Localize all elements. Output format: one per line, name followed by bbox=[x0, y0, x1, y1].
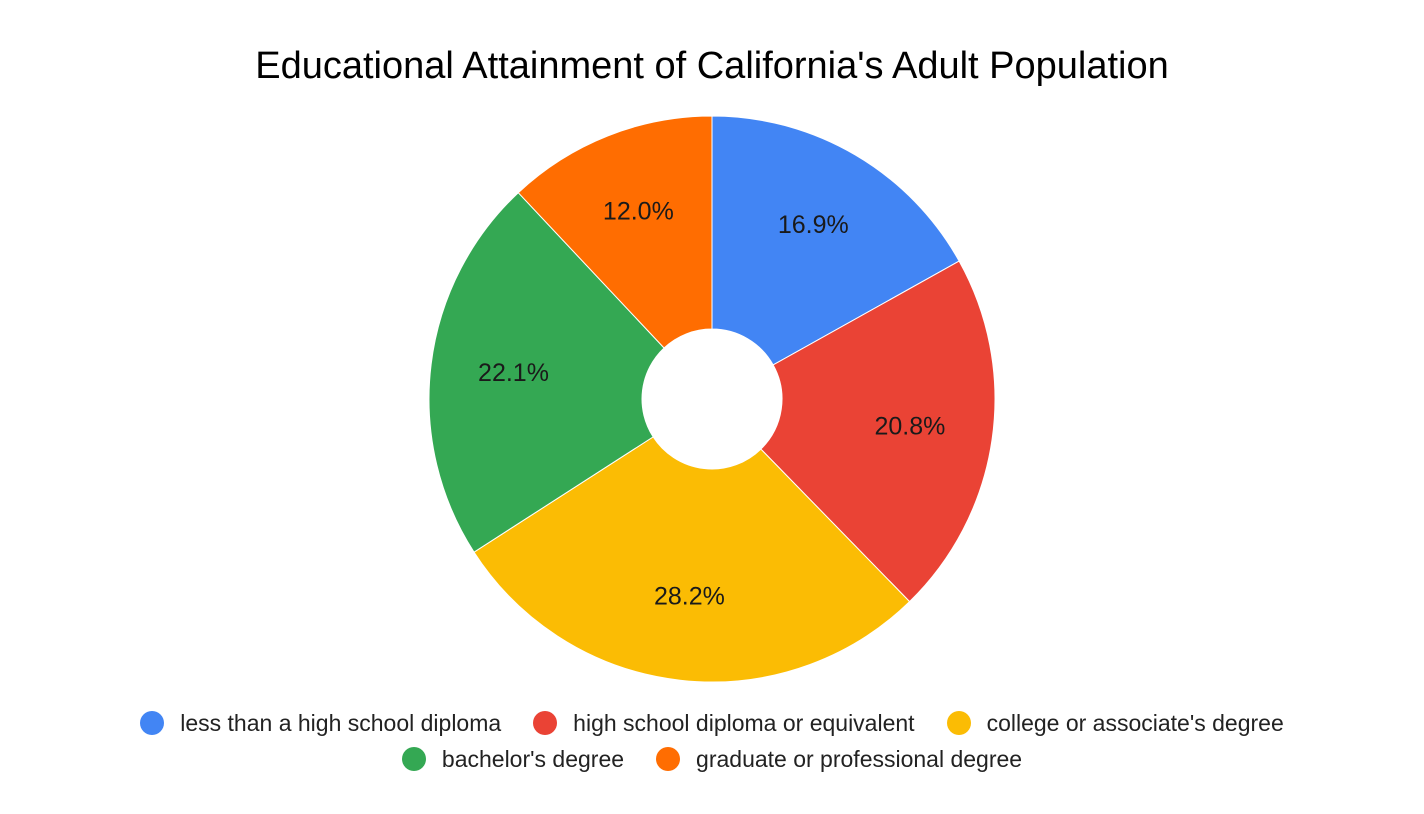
legend-swatch-icon bbox=[401, 747, 426, 771]
pie-slice-2[interactable] bbox=[473, 436, 911, 683]
legend-label: less than a high school diploma bbox=[180, 709, 502, 736]
legend-item-college-associate[interactable]: college or associate's degree bbox=[946, 709, 1284, 737]
legend-swatch-icon bbox=[140, 711, 165, 735]
legend-item-graduate-professional[interactable]: graduate or professional degree bbox=[656, 746, 1022, 773]
legend-item-bachelors[interactable]: bachelor's degree bbox=[401, 745, 625, 773]
slice-value-label-3: 22.1% bbox=[478, 359, 549, 387]
chart-title: Educational Attainment of California's A… bbox=[255, 45, 1169, 87]
legend-swatch-icon bbox=[946, 711, 971, 735]
pie-slice-0[interactable] bbox=[711, 115, 960, 366]
legend-label: bachelor's degree bbox=[441, 745, 625, 772]
legend-row-2: bachelor's degree graduate or profession… bbox=[0, 741, 1424, 777]
legend-swatch-icon bbox=[656, 747, 681, 771]
legend-label: high school diploma or equivalent bbox=[573, 709, 915, 736]
legend-row-1: less than a high school diploma high sch… bbox=[0, 705, 1424, 741]
legend-item-less-than-high-school[interactable]: less than a high school diploma bbox=[140, 710, 501, 737]
pie-slice-4[interactable] bbox=[517, 115, 713, 349]
pie-slice-3[interactable] bbox=[428, 191, 665, 553]
slice-value-label-2: 28.2% bbox=[654, 582, 725, 610]
legend-swatch-icon bbox=[533, 711, 558, 735]
legend-label: graduate or professional degree bbox=[696, 745, 1023, 772]
slice-value-label-0: 16.9% bbox=[778, 211, 849, 239]
slice-value-label-4: 12.0% bbox=[603, 198, 674, 226]
pie-slice-1[interactable] bbox=[760, 260, 996, 603]
legend-label: college or associate's degree bbox=[986, 709, 1284, 736]
slice-value-label-1: 20.8% bbox=[874, 412, 945, 440]
legend-item-high-school-diploma[interactable]: high school diploma or equivalent bbox=[533, 709, 915, 737]
